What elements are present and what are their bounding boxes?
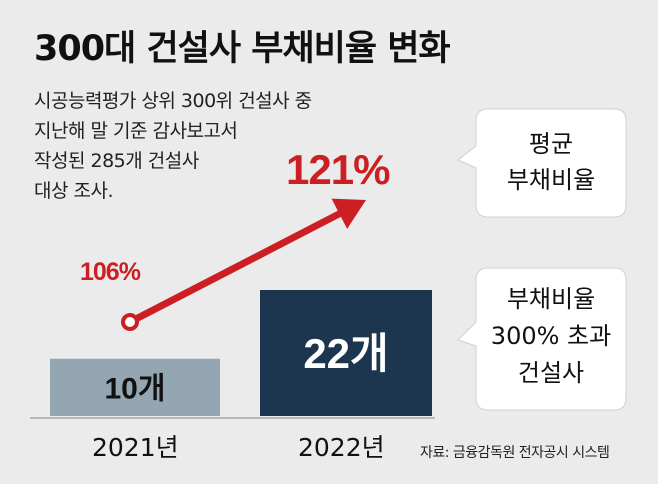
legend-label: 300% 초과 (491, 322, 611, 350)
line-value-label-2021: 106% (80, 258, 141, 286)
bar-2021 (50, 358, 220, 416)
description-line: 지난해 말 기준 감사보고서 (34, 120, 238, 142)
debt-ratio-point-2021 (121, 313, 139, 331)
speech-bubble-shape (457, 267, 627, 411)
description-line: 대상 조사. (34, 180, 113, 202)
legend-bubble-average-debt-ratio: 평균 부채비율 (457, 108, 627, 218)
legend-label: 부채비율 (507, 285, 595, 313)
legend-bubble-over-300-companies: 부채비율 300% 초과 건설사 (457, 267, 627, 411)
x-tick-label-2022: 2022년 (298, 433, 385, 462)
bar-2022 (260, 290, 432, 416)
legend-label: 평균 (529, 130, 573, 158)
chart-description: 시공능력평가 상위 300위 건설사 중 지난해 말 기준 감사보고서 작성된 … (34, 86, 312, 206)
source-note: 자료: 금융감독원 전자공시 시스템 (420, 445, 610, 461)
x-tick-label-2021: 2021년 (92, 433, 179, 462)
description-line: 시공능력평가 상위 300위 건설사 중 (34, 90, 312, 112)
debt-ratio-trend-line (126, 208, 347, 326)
line-value-label-2022: 121% (286, 146, 390, 193)
legend-label: 건설사 (518, 359, 584, 387)
chart-title: 300대 건설사 부채비율 변화 (34, 29, 451, 69)
bar-value-label-2021: 10개 (105, 372, 166, 405)
debt-ratio-arrowhead (331, 198, 366, 229)
description-line: 작성된 285개 건설사 (34, 150, 199, 172)
legend-label: 부채비율 (507, 166, 595, 194)
speech-bubble-shape (457, 108, 627, 218)
bar-value-label-2022: 22개 (303, 330, 388, 377)
